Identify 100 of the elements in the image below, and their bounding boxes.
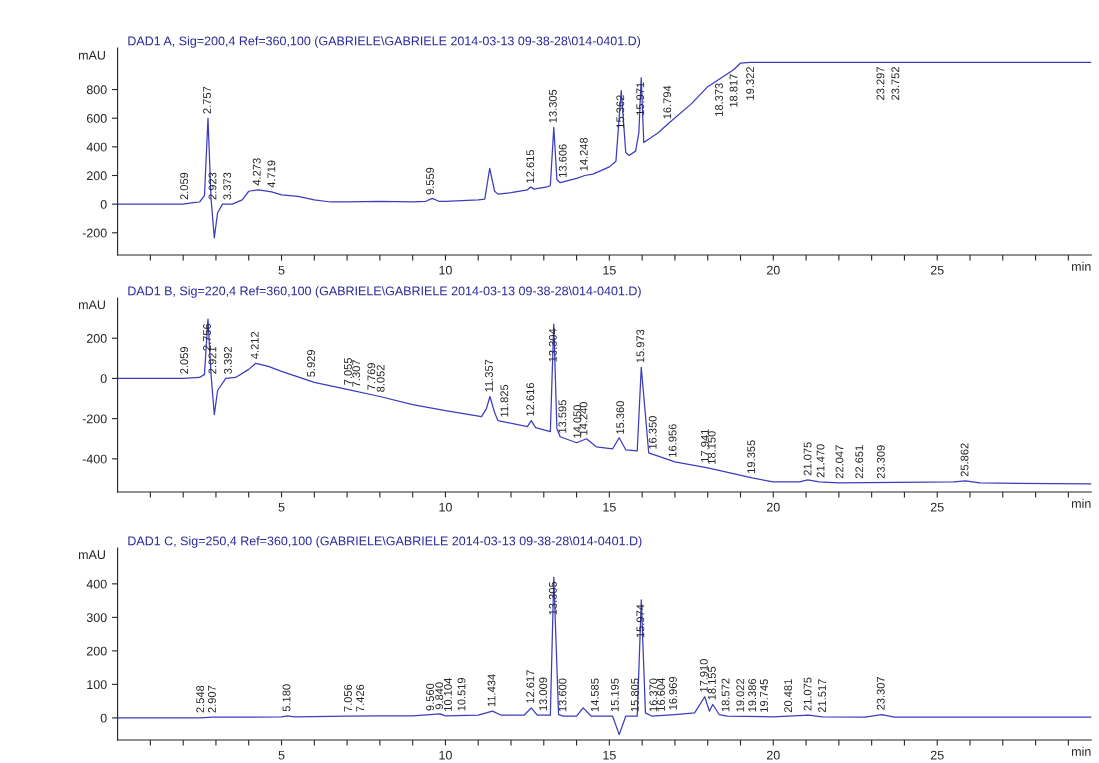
annotation: 7.769 xyxy=(367,363,376,390)
annotation: 20.481 xyxy=(784,679,793,713)
y-tick-label: -200 xyxy=(82,414,107,424)
annotation: 2.059 xyxy=(180,172,189,200)
y-tick-label: 400 xyxy=(86,579,107,589)
annotation: 9.560 xyxy=(426,683,434,711)
annotation: 23.307 xyxy=(876,676,885,710)
annotation: 2.757 xyxy=(203,86,211,114)
annotation: 14.050 xyxy=(573,405,582,438)
x-tick-label: 25 xyxy=(930,502,944,512)
y-tick-label: 200 xyxy=(86,171,107,181)
x-axis-title: min xyxy=(1072,746,1091,756)
annotation: 12.617 xyxy=(526,670,535,703)
y-axis-title: mAU xyxy=(78,550,105,560)
x-tick-label: 5 xyxy=(278,750,285,760)
chart-title: DAD1 B, Sig=220,4 Ref=360,100 (GABRIELE\GABRIELE 2014-03-13 09-38-28\014-0401.D) xyxy=(128,286,641,298)
x-tick-label: 20 xyxy=(766,750,780,760)
y-tick-label: -200 xyxy=(82,228,107,238)
x-axis-title: min xyxy=(1072,498,1091,508)
line-series xyxy=(117,318,1092,485)
annotation: 13.595 xyxy=(558,400,567,433)
y-tick-label: 0 xyxy=(100,713,107,723)
annotation: 14.585 xyxy=(590,678,599,712)
annotation: 16.956 xyxy=(668,424,677,457)
annotation: 7.056 xyxy=(344,684,352,712)
annotation: 15.362 xyxy=(616,95,625,128)
y-tick-label: 300 xyxy=(86,613,107,623)
annotation: 18.150 xyxy=(707,431,716,464)
annotation: 22.651 xyxy=(855,445,864,479)
annotation: 11.434 xyxy=(487,674,496,707)
x-tick-label: 15 xyxy=(603,265,616,275)
annotation: 21.075 xyxy=(803,442,812,476)
annotation: 25.862 xyxy=(960,443,969,477)
annotation: 2.923 xyxy=(208,172,217,200)
y-axis-title: mAU xyxy=(78,300,105,310)
annotation: 9.559 xyxy=(426,167,434,195)
annotation: 18.373 xyxy=(715,83,723,116)
annotation: 15.805 xyxy=(630,678,639,712)
y-tick-label: 200 xyxy=(86,334,107,343)
annotation: 15.971 xyxy=(636,82,645,115)
y-tick-label: -400 xyxy=(82,454,107,464)
annotation: 14.248 xyxy=(579,137,588,171)
y-tick-label: 200 xyxy=(86,646,107,656)
annotation: 23.309 xyxy=(876,445,885,479)
annotation: 19.022 xyxy=(736,678,745,712)
annotation: 21.517 xyxy=(818,679,827,713)
annotation: 2.059 xyxy=(180,346,189,374)
annotation: 19.745 xyxy=(760,679,768,712)
y-tick-label: 600 xyxy=(86,113,107,123)
y-tick-label: 100 xyxy=(87,680,107,690)
annotation: 17.910 xyxy=(699,659,708,692)
annotation: 18.572 xyxy=(721,678,730,712)
x-tick-label: 10 xyxy=(439,265,452,275)
annotation: 5.929 xyxy=(307,349,315,377)
annotation: 8.052 xyxy=(376,365,385,392)
annotation: 13.305 xyxy=(548,89,557,123)
annotation: 7.307 xyxy=(352,360,361,387)
y-axis-title: mAU xyxy=(78,50,105,60)
x-tick-label: 25 xyxy=(930,750,944,760)
annotation: 23.752 xyxy=(891,67,900,100)
annotation: 23.297 xyxy=(876,67,885,100)
annotation: 3.373 xyxy=(223,172,232,200)
annotation: 16.794 xyxy=(663,85,672,119)
y-tick-label: 800 xyxy=(86,85,107,95)
x-tick-label: 5 xyxy=(278,265,285,275)
annotation: 21.075 xyxy=(803,677,812,711)
annotation: 21.470 xyxy=(816,444,825,478)
annotation: 3.392 xyxy=(223,347,232,374)
annotation: 2.907 xyxy=(208,685,216,713)
annotation: 4.212 xyxy=(250,331,259,359)
annotation: 2.548 xyxy=(196,685,205,713)
x-tick-label: 15 xyxy=(603,502,616,512)
y-tick-label: 0 xyxy=(100,374,107,384)
annotation: 9.840 xyxy=(435,682,444,710)
x-tick-label: 15 xyxy=(603,750,616,760)
annotation: 15.974 xyxy=(636,604,645,638)
annotation: 17.941 xyxy=(700,429,709,462)
annotation: 13.606 xyxy=(558,144,567,177)
x-tick-label: 10 xyxy=(439,502,452,512)
annotation: 19.386 xyxy=(748,678,757,712)
annotation: 13.600 xyxy=(558,678,567,712)
annotation: 16.370 xyxy=(649,678,658,712)
annotation: 22.047 xyxy=(835,445,844,479)
x-tick-label: 20 xyxy=(766,502,780,512)
annotation: 16.604 xyxy=(657,678,665,711)
annotation: 19.322 xyxy=(746,67,755,100)
y-tick-label: 0 xyxy=(100,199,107,209)
annotation: 15.973 xyxy=(636,329,645,363)
annotation: 14.240 xyxy=(579,402,588,435)
annotation: 10.519 xyxy=(457,677,466,711)
annotation: 4.273 xyxy=(252,158,261,186)
annotation: 5.180 xyxy=(282,684,291,712)
annotation: 12.615 xyxy=(526,149,535,183)
annotation: 13.304 xyxy=(548,328,557,362)
annotation: 16.969 xyxy=(669,676,677,710)
x-tick-label: 5 xyxy=(278,502,285,512)
x-tick-label: 25 xyxy=(930,265,944,275)
annotation: 7.426 xyxy=(356,684,365,712)
annotation: 12.616 xyxy=(526,382,535,416)
annotation: 11.825 xyxy=(500,384,509,417)
